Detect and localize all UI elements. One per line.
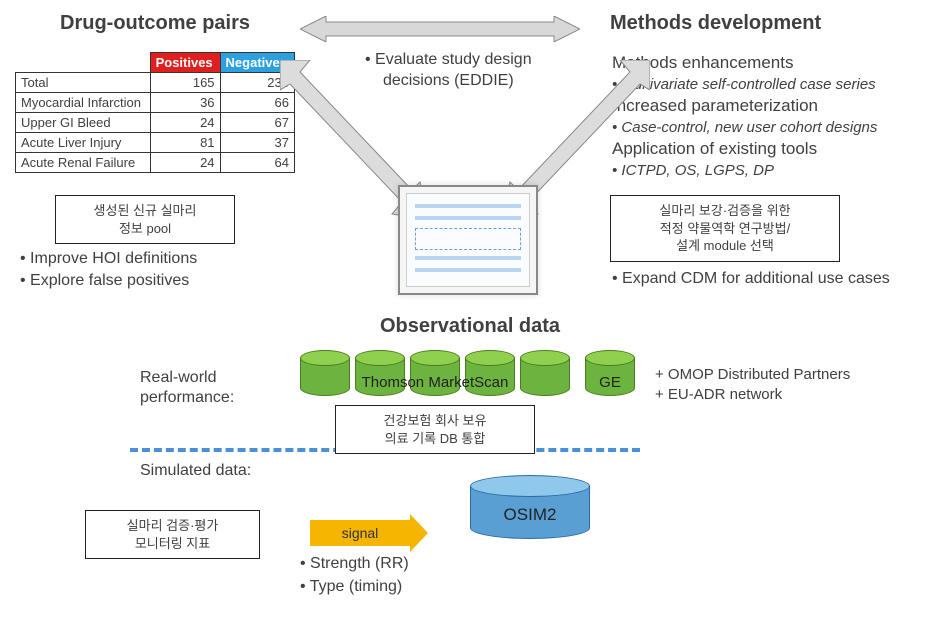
kbox-right-l3: 설계 module 선택	[623, 237, 827, 255]
thomson-label: Thomson MarketScan	[300, 374, 570, 391]
osim2-label: OSIM2	[470, 505, 590, 525]
table-row: Myocardial Infarction3666	[16, 93, 295, 113]
kbox-left-pool: 생성된 신규 실마리 정보 pool	[55, 195, 235, 244]
kbox-bl-l1: 실마리 검증·평가	[98, 517, 247, 535]
partners-1: + OMOP Distributed Partners	[655, 365, 850, 385]
methods-i2: • Case-control, new user cohort designs	[612, 118, 932, 138]
signal-arrow: signal	[310, 520, 410, 546]
methods-i3: • ICTPD, OS, LGPS, DP	[612, 161, 932, 181]
ge-cylinder: GE	[585, 350, 635, 410]
drug-outcome-table: Positives Negatives Total165234 Myocardi…	[15, 52, 295, 173]
table-row: Acute Liver Injury8137	[16, 133, 295, 153]
kbox-mid-db: 건강보험 회사 보유 의료 기록 DB 통합	[335, 405, 535, 454]
heading-observational: Observational data	[380, 315, 560, 338]
table-row: Upper GI Bleed2467	[16, 113, 295, 133]
methods-h2: Increased parameterization	[612, 95, 932, 118]
methods-i1: • Multivariate self-controlled case seri…	[612, 75, 932, 95]
kbox-right-l2: 적정 약물역학 연구방법/	[623, 220, 827, 238]
kbox-mid-l1: 건강보험 회사 보유	[348, 412, 522, 430]
strength-bullet: • Strength (RR)	[300, 555, 409, 573]
col-pos: Positives	[150, 53, 220, 73]
realworld-label: Real-world performance:	[140, 368, 234, 408]
kbox-left-l2: 정보 pool	[68, 220, 222, 238]
ge-label: GE	[585, 374, 635, 391]
methods-h1: Methods enhancements	[612, 52, 932, 75]
methods-block: Methods enhancements • Multivariate self…	[612, 52, 932, 182]
thomson-cylinder-group: Thomson MarketScan	[300, 350, 610, 410]
kbox-left-l1: 생성된 신규 실마리	[68, 202, 222, 220]
table-row: Total165234	[16, 73, 295, 93]
table-header-row: Positives Negatives	[16, 53, 295, 73]
kbox-mid-l2: 의료 기록 DB 통합	[348, 430, 522, 448]
simulated-label: Simulated data:	[140, 462, 251, 480]
partners-2: + EU-ADR network	[655, 385, 850, 405]
left-bullet-2: • Explore false positives	[20, 272, 189, 290]
heading-drug-outcome: Drug-outcome pairs	[60, 12, 250, 35]
realworld-l2: performance:	[140, 388, 234, 408]
kbox-right-l1: 실마리 보강·검증을 위한	[623, 202, 827, 220]
methods-h3: Application of existing tools	[612, 138, 932, 161]
signal-label: signal	[342, 525, 379, 541]
left-bullet-1: • Improve HOI definitions	[20, 250, 197, 268]
table-row: Acute Renal Failure2464	[16, 153, 295, 173]
partners-block: + OMOP Distributed Partners + EU-ADR net…	[655, 365, 850, 406]
right-bullet-expand: • Expand CDM for additional use cases	[612, 270, 890, 288]
double-arrow-h	[300, 16, 580, 42]
center-screenshot	[398, 185, 538, 295]
type-bullet: • Type (timing)	[300, 578, 402, 596]
kbox-bl-monitor: 실마리 검증·평가 모니터링 지표	[85, 510, 260, 559]
osim2-cylinder: OSIM2	[470, 475, 590, 545]
realworld-l1: Real-world	[140, 368, 234, 388]
heading-methods-dev: Methods development	[610, 12, 821, 35]
kbox-bl-l2: 모니터링 지표	[98, 535, 247, 553]
